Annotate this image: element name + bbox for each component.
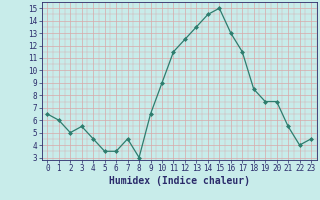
X-axis label: Humidex (Indice chaleur): Humidex (Indice chaleur)	[109, 176, 250, 186]
